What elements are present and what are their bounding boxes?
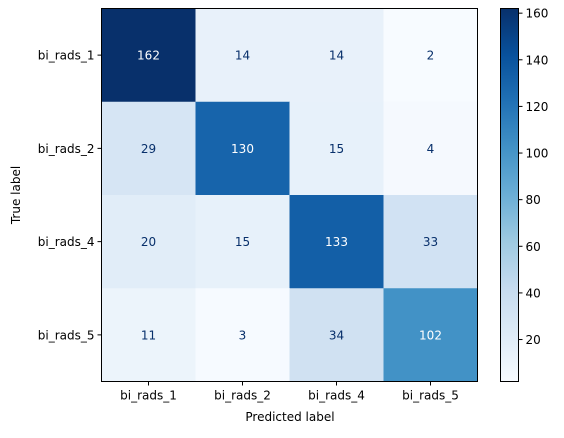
colorbar-tick-label: 20 (526, 333, 541, 347)
cell-value-label: 133 (325, 235, 348, 249)
colorbar-tick-label: 40 (526, 286, 541, 300)
cell-value-label: 20 (141, 235, 156, 249)
colorbar (500, 8, 519, 382)
y-axis-ticks: bi_rads_1 bi_rads_2 bi_rads_4 bi_rads_5 (38, 49, 102, 342)
x-axis-label: Predicted label (245, 410, 334, 424)
heatmap-cell (289, 288, 384, 382)
cell-value-label: 15 (329, 142, 344, 156)
heatmap-cell (195, 288, 290, 382)
heatmap-value-labels: 162 14 14 2 29 130 15 4 20 15 133 33 11 3 34 102 (137, 49, 442, 343)
heatmap-cell (101, 195, 196, 289)
cell-value-label: 4 (427, 142, 435, 156)
heatmap-cell (289, 101, 384, 196)
heatmap-cell (195, 195, 290, 289)
colorbar-tick-label: 60 (526, 240, 541, 254)
heatmap-cell (289, 8, 384, 103)
cell-value-label: 14 (235, 49, 250, 63)
cell-value-label: 130 (231, 142, 254, 156)
cell-value-label: 2 (427, 49, 435, 63)
heatmap-cell (383, 195, 478, 289)
cell-value-label: 29 (141, 142, 156, 156)
cell-value-label: 162 (137, 49, 160, 63)
heatmap-cell (101, 288, 196, 382)
x-tick-label: bi_rads_1 (120, 389, 177, 403)
x-tick-label: bi_rads_2 (214, 389, 271, 403)
y-tick-label: bi_rads_1 (38, 49, 95, 63)
x-axis-ticks: bi_rads_1 bi_rads_2 bi_rads_4 bi_rads_5 (120, 381, 459, 403)
cell-value-label: 102 (419, 328, 442, 342)
colorbar-ticks: 20 40 60 80 100 120 140 160 (518, 7, 549, 347)
cell-value-label: 34 (329, 328, 344, 342)
heatmap-cell (101, 101, 196, 196)
cell-value-label: 14 (329, 49, 344, 63)
cell-value-label: 15 (235, 235, 250, 249)
cell-value-label: 3 (239, 328, 247, 342)
colorbar-tick-label: 100 (526, 147, 549, 161)
colorbar-tick-label: 140 (526, 53, 549, 67)
heatmap-cells (101, 8, 478, 382)
heatmap-cell (101, 8, 196, 103)
cell-value-label: 33 (423, 235, 438, 249)
x-tick-label: bi_rads_4 (308, 389, 365, 403)
heatmap-cell (383, 288, 478, 382)
y-axis-label: True label (9, 166, 23, 225)
heatmap-cell (383, 8, 478, 103)
colorbar-tick-label: 120 (526, 100, 549, 114)
colorbar-tick-label: 80 (526, 193, 541, 207)
heatmap-cell (195, 8, 290, 103)
y-tick-label: bi_rads_2 (38, 142, 95, 156)
y-tick-label: bi_rads_4 (38, 235, 95, 249)
heatmap-cell (383, 101, 478, 196)
x-tick-label: bi_rads_5 (402, 389, 459, 403)
cell-value-label: 11 (141, 328, 156, 342)
heatmap-cell (289, 195, 384, 289)
plot-frame (101, 8, 478, 382)
y-tick-label: bi_rads_5 (38, 328, 95, 342)
colorbar-tick-label: 160 (526, 7, 549, 21)
heatmap-cell (195, 101, 290, 196)
